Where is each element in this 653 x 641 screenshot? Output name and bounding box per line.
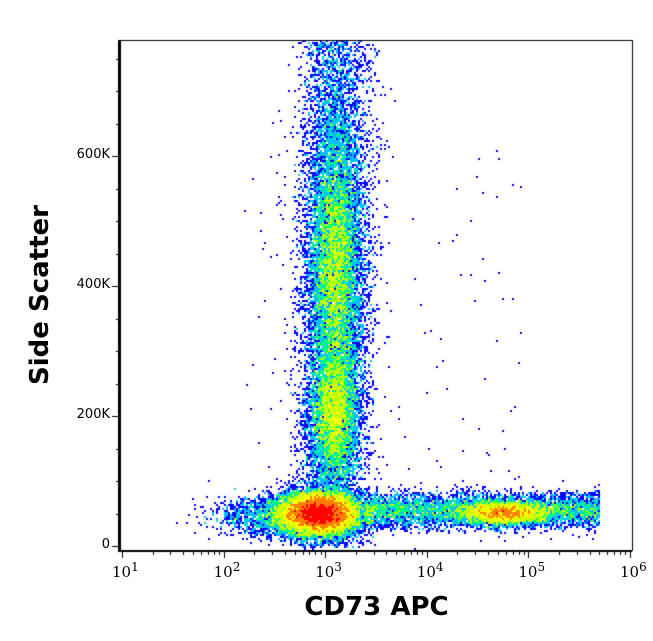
x-tick-label: 104 xyxy=(416,560,444,581)
x-tick-label: 105 xyxy=(518,560,546,581)
y-tick-label: 200K xyxy=(76,407,110,422)
y-tick-label: 400K xyxy=(76,277,110,292)
x-tick-label: 106 xyxy=(620,560,647,581)
x-axis-title: CD73 APC xyxy=(304,592,449,622)
y-tick-label: 0 xyxy=(101,537,110,552)
x-tick-label: 102 xyxy=(213,560,241,581)
y-axis-title: Side Scatter xyxy=(25,205,55,385)
x-tick-label: 101 xyxy=(112,560,139,581)
x-tick-label: 103 xyxy=(315,560,342,581)
y-tick-label: 600K xyxy=(76,147,110,162)
